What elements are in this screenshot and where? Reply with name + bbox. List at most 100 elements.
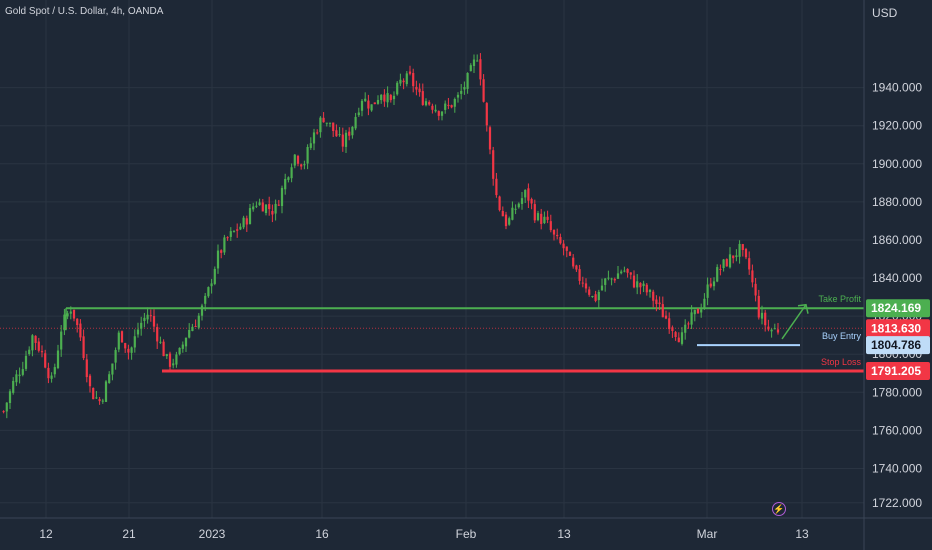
profit-arrow-head	[797, 303, 809, 314]
candle-body	[146, 314, 149, 320]
candle-body	[700, 309, 703, 313]
candle-body	[76, 318, 79, 325]
candle-body	[533, 204, 536, 221]
candle-body	[629, 272, 632, 275]
candle-body	[184, 337, 188, 347]
symbol-title: Gold Spot / U.S. Dollar, 4h, OANDA	[5, 6, 164, 17]
candle-body	[748, 258, 751, 270]
candle-body	[636, 281, 639, 288]
candle-body	[15, 374, 18, 383]
candle-body	[652, 291, 655, 301]
candle-body	[117, 332, 120, 350]
candle-body	[95, 397, 98, 399]
candle-body	[296, 156, 300, 164]
candle-body	[213, 268, 216, 284]
candle-body	[53, 367, 56, 375]
candle-body	[274, 203, 277, 214]
x-tick-label: Feb	[456, 527, 477, 541]
y-tick-label: 1760.000	[872, 423, 922, 437]
candle-body	[181, 344, 184, 349]
candle-body	[277, 204, 280, 206]
candle-body	[79, 323, 82, 338]
candle-body	[620, 271, 623, 274]
candle-body	[466, 72, 469, 89]
candle-body	[37, 341, 40, 351]
candle-body	[360, 100, 364, 111]
y-tick-label: 1880.000	[872, 195, 922, 209]
candle-body	[421, 91, 424, 105]
price-axis[interactable]: 1722.0001740.0001760.0001780.0001800.000…	[863, 0, 922, 550]
candle-body	[396, 82, 399, 95]
candle-body	[600, 285, 604, 291]
candle-body	[549, 221, 552, 231]
candle-body	[232, 230, 236, 232]
candle-body	[626, 268, 629, 273]
candle-body	[524, 189, 527, 198]
y-tick-label: 1840.000	[872, 271, 922, 285]
candle-body	[290, 167, 293, 179]
candle-body	[200, 305, 204, 316]
candle-body	[92, 387, 95, 400]
candle-body	[389, 94, 392, 101]
candle-body	[412, 72, 415, 87]
lightning-icon[interactable]: ⚡	[772, 502, 786, 516]
candle-body	[440, 111, 444, 116]
candle-body	[540, 213, 543, 224]
candle-body	[348, 131, 351, 136]
candle-body	[418, 88, 421, 93]
price-badge: 1824.169	[866, 299, 930, 318]
candle-body	[104, 381, 108, 402]
candle-body	[303, 164, 306, 166]
candle-body	[408, 71, 412, 74]
candle-body	[255, 205, 258, 207]
candle-body	[770, 329, 773, 332]
candle-body	[703, 298, 706, 308]
candle-body	[572, 257, 575, 267]
candle-body	[8, 391, 12, 404]
candle-body	[712, 281, 716, 287]
candle-body	[725, 259, 728, 267]
candle-body	[18, 374, 21, 377]
candle-body	[693, 309, 696, 315]
candle-body	[165, 354, 168, 357]
candle-body	[140, 322, 143, 329]
candle-body	[188, 329, 191, 338]
candle-body	[44, 353, 47, 368]
candle-body	[517, 203, 520, 208]
time-axis[interactable]: 12 21 2023 16 Feb 13 Mar 13	[0, 517, 932, 541]
candle-body	[424, 101, 428, 106]
candle-body	[370, 104, 373, 111]
candle-body	[776, 329, 780, 333]
candle-body	[280, 187, 284, 207]
candle-body	[773, 328, 776, 330]
candle-body	[72, 309, 76, 319]
candle-body	[562, 243, 565, 249]
candle-body	[581, 282, 584, 284]
candle-body	[264, 204, 268, 214]
candle-body	[741, 244, 744, 250]
price-badge-text: 1813.630	[871, 321, 921, 335]
candle-body	[162, 341, 165, 357]
candle-body	[476, 60, 479, 62]
candle-body	[559, 237, 562, 244]
candle-body	[716, 267, 719, 282]
candle-body	[40, 351, 44, 353]
x-tick-label: 2023	[199, 527, 226, 541]
candle-body	[386, 93, 389, 103]
candle-body	[684, 324, 687, 333]
candle-body	[242, 217, 245, 228]
candle-body	[757, 295, 760, 318]
candle-body	[658, 302, 661, 305]
candle-body	[648, 289, 652, 292]
candle-body	[364, 98, 367, 102]
candle-body	[344, 132, 348, 147]
candle-body	[210, 283, 213, 287]
candle-body	[680, 332, 684, 344]
candle-body	[546, 216, 549, 220]
candle-body	[485, 103, 488, 126]
candle-body	[309, 143, 312, 148]
candle-body	[357, 112, 360, 116]
candle-body	[709, 283, 712, 287]
candle-body	[24, 355, 28, 369]
